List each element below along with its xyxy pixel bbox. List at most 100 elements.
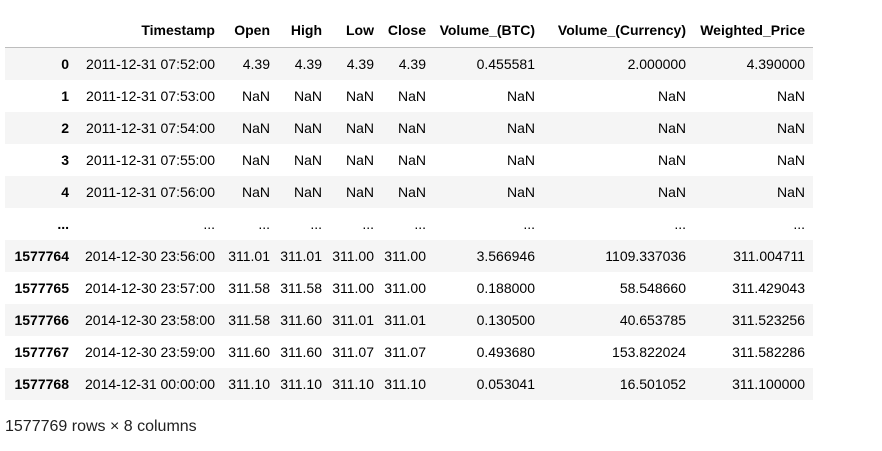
column-header-timestamp: Timestamp	[77, 12, 223, 48]
row-index-cell: 0	[61, 56, 69, 72]
cell-timestamp: 2014-12-30 23:57:00	[85, 280, 215, 296]
row-index-cell: 1577768	[14, 376, 69, 392]
table-row: 0 2011-12-31 07:52:00 4.39 4.39 4.39 4.39 0.45…	[5, 47, 813, 80]
cell-open: 311.58	[228, 312, 270, 328]
cell-open: 311.10	[228, 376, 270, 392]
cell-volume-btc: NaN	[506, 88, 535, 104]
table-row: 1577766 2014-12-30 23:58:00 311.58 311.60 31…	[5, 304, 813, 336]
shape-info: 1577769 rows × 8 columns	[5, 418, 197, 435]
cell-high: NaN	[293, 120, 322, 136]
cell-volume-btc: 0.188000	[476, 280, 535, 296]
table-row: 4 2011-12-31 07:56:00 NaN NaN NaN NaN NaN NaN Na…	[5, 176, 813, 208]
table-row: 1577765 2014-12-30 23:57:00 311.58 311.58 31…	[5, 272, 813, 304]
cell-volume-currency: 2.000000	[627, 56, 686, 72]
column-header-index	[5, 12, 77, 48]
cell-weighted-price: 311.100000	[732, 376, 805, 392]
row-index-cell: 1577766	[14, 312, 69, 328]
cell-weighted-price: ...	[793, 216, 805, 232]
cell-weighted-price: 4.390000	[746, 56, 805, 72]
cell-low: 311.07	[332, 344, 374, 360]
cell-weighted-price: NaN	[776, 120, 805, 136]
column-header-high: High	[278, 12, 330, 48]
cell-open: NaN	[241, 120, 270, 136]
column-header-close: Close	[382, 12, 434, 48]
table-row: 2 2011-12-31 07:54:00 NaN NaN NaN NaN NaN NaN Na…	[5, 112, 813, 144]
cell-volume-currency: NaN	[657, 184, 686, 200]
cell-open: 311.58	[228, 280, 270, 296]
cell-timestamp: 2014-12-30 23:58:00	[85, 312, 215, 328]
cell-weighted-price: NaN	[776, 88, 805, 104]
column-header-weighted-price: Weighted_Price	[694, 12, 813, 48]
column-header-volume-currency: Volume_(Currency)	[543, 12, 694, 48]
table-body: 0 2011-12-31 07:52:00 4.39 4.39 4.39 4.39 0.45…	[5, 47, 813, 400]
cell-volume-currency: 153.822024	[612, 344, 686, 360]
column-header-open: Open	[223, 12, 278, 48]
cell-timestamp: 2014-12-30 23:56:00	[85, 248, 215, 264]
cell-timestamp: 2014-12-30 23:59:00	[85, 344, 215, 360]
cell-volume-btc: 0.455581	[476, 56, 535, 72]
row-index-cell: 1577767	[14, 344, 69, 360]
cell-open: NaN	[241, 88, 270, 104]
row-index-cell: 1	[61, 88, 69, 104]
cell-volume-btc: 0.130500	[476, 312, 535, 328]
row-index-cell: 3	[61, 152, 69, 168]
cell-close: 311.10	[384, 376, 426, 392]
cell-close: 311.00	[384, 280, 426, 296]
cell-timestamp: 2011-12-31 07:56:00	[86, 184, 215, 200]
cell-open: 4.39	[242, 56, 270, 72]
cell-volume-btc: 0.053041	[476, 376, 535, 392]
row-index-cell: 2	[61, 120, 69, 136]
row-index-cell: 1577765	[14, 280, 69, 296]
cell-low: NaN	[345, 88, 374, 104]
row-index-cell: ...	[57, 216, 69, 232]
cell-timestamp: 2011-12-31 07:53:00	[86, 88, 215, 104]
cell-low: 311.01	[332, 312, 374, 328]
cell-timestamp: ...	[203, 216, 215, 232]
table-row: 1 2011-12-31 07:53:00 NaN NaN NaN NaN NaN NaN Na…	[5, 80, 813, 112]
cell-weighted-price: 311.582286	[732, 344, 805, 360]
table-row: 1577768 2014-12-31 00:00:00 311.10 311.10 31…	[5, 368, 813, 400]
cell-weighted-price: 311.523256	[732, 312, 805, 328]
dataframe-output: Timestamp Open High Low Close Volume_(BTC) Vol…	[5, 12, 813, 400]
cell-volume-currency: 16.501052	[619, 376, 686, 392]
cell-volume-currency: 58.548660	[619, 280, 686, 296]
cell-high: NaN	[293, 88, 322, 104]
table-row: 3 2011-12-31 07:55:00 NaN NaN NaN NaN NaN NaN Na…	[5, 144, 813, 176]
cell-high: 4.39	[294, 56, 322, 72]
cell-close: 311.01	[384, 312, 426, 328]
cell-timestamp: 2011-12-31 07:55:00	[86, 152, 215, 168]
column-header-volume-btc: Volume_(BTC)	[434, 12, 543, 48]
cell-open: NaN	[241, 152, 270, 168]
cell-close: 311.07	[384, 344, 426, 360]
table-row: 1577764 2014-12-30 23:56:00 311.01 311.01 31…	[5, 240, 813, 272]
dataframe-table: Timestamp Open High Low Close Volume_(BTC) Vol…	[5, 12, 813, 400]
cell-low: NaN	[345, 184, 374, 200]
cell-high: 311.58	[280, 280, 322, 296]
cell-high: 311.60	[280, 344, 322, 360]
cell-volume-btc: 0.493680	[476, 344, 535, 360]
cell-close: 4.39	[398, 56, 426, 72]
cell-open: ...	[258, 216, 270, 232]
cell-close: NaN	[397, 120, 426, 136]
cell-low: 311.10	[332, 376, 374, 392]
header-row: Timestamp Open High Low Close Volume_(BTC) Vol…	[5, 12, 813, 48]
cell-volume-currency: 40.653785	[619, 312, 686, 328]
cell-high: NaN	[293, 152, 322, 168]
cell-volume-btc: NaN	[506, 184, 535, 200]
cell-volume-btc: NaN	[506, 120, 535, 136]
row-index-cell: 4	[61, 184, 69, 200]
cell-volume-currency: NaN	[657, 88, 686, 104]
cell-timestamp: 2014-12-31 00:00:00	[85, 376, 215, 392]
cell-weighted-price: 311.004711	[733, 248, 805, 264]
cell-close: NaN	[397, 152, 426, 168]
cell-volume-btc: 3.566946	[476, 248, 535, 264]
table-header: Timestamp Open High Low Close Volume_(BTC) Vol…	[5, 12, 813, 48]
table-row: 1577767 2014-12-30 23:59:00 311.60 311.60 31…	[5, 336, 813, 368]
cell-close: NaN	[397, 184, 426, 200]
cell-high: NaN	[293, 184, 322, 200]
cell-weighted-price: NaN	[776, 184, 805, 200]
table-row-ellipsis: ...........................	[5, 208, 813, 240]
cell-high: 311.60	[280, 312, 322, 328]
cell-close: NaN	[397, 88, 426, 104]
cell-volume-currency: 1109.337036	[605, 248, 686, 264]
